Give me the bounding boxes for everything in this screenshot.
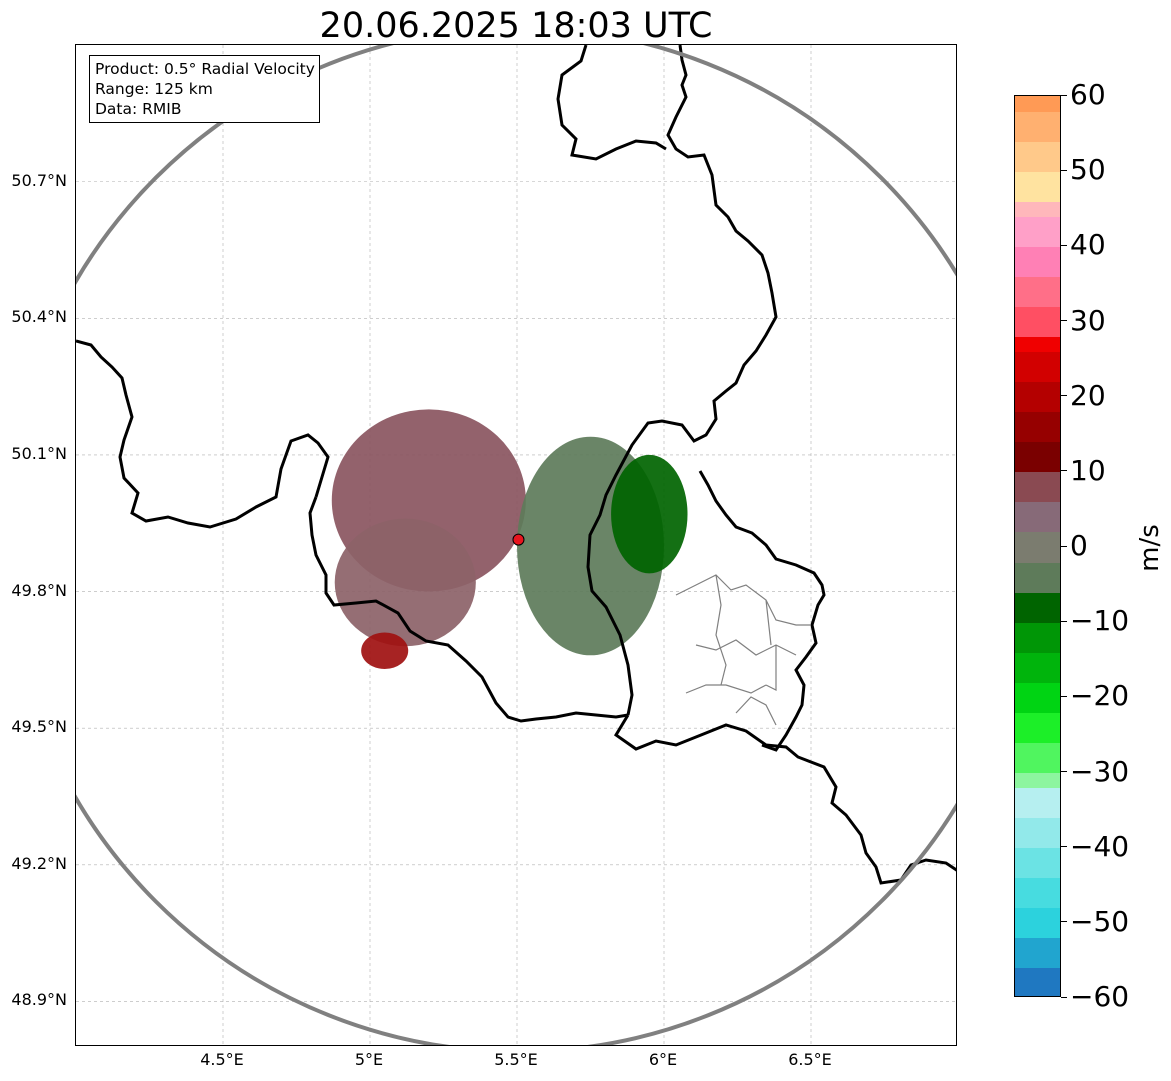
velocity-echo — [611, 454, 688, 574]
colorbar-tick-mark — [1061, 395, 1067, 397]
colorbar-segment — [1015, 937, 1060, 969]
colorbar-segment — [1015, 171, 1060, 202]
colorbar-tick-label: 0 — [1070, 529, 1088, 562]
colorbar-segment — [1015, 877, 1060, 909]
colorbar-segment — [1015, 201, 1060, 217]
colorbar-tick-mark — [1061, 320, 1067, 321]
colorbar-tick-mark — [1061, 169, 1067, 171]
border-luxembourg-france — [698, 470, 826, 752]
lat-tick-label: 50.7°N — [11, 170, 67, 190]
colorbar-segment — [1015, 111, 1060, 142]
colorbar-tick-label: −50 — [1070, 904, 1130, 938]
colorbar-tick-label: 30 — [1070, 303, 1106, 337]
colorbar-tick-mark — [1061, 94, 1067, 96]
colorbar-tick-mark — [1061, 996, 1067, 998]
colorbar-segment — [1015, 276, 1060, 307]
colorbar-tick-label: 40 — [1070, 228, 1106, 262]
colorbar-segment — [1015, 787, 1060, 819]
colorbar-segment — [1015, 501, 1060, 533]
lat-tick-label: 48.9°N — [11, 990, 67, 1010]
colorbar-segment — [1015, 742, 1060, 773]
lat-tick-label: 49.8°N — [11, 580, 67, 600]
radar-range-ring — [76, 45, 956, 1045]
colorbar-segment — [1015, 141, 1060, 172]
lon-tick-label: 4.5°E — [200, 1050, 244, 1069]
colorbar-segment — [1015, 967, 1060, 996]
lon-tick-label: 5.5°E — [494, 1050, 538, 1069]
lat-tick-label: 49.5°N — [11, 717, 67, 737]
range-label: Range: 125 km — [95, 80, 213, 98]
colorbar-tick-label: −60 — [1070, 980, 1130, 1013]
colorbar-segment — [1015, 96, 1060, 112]
colorbar-tick-mark — [1061, 846, 1067, 848]
colorbar-segment — [1015, 411, 1060, 443]
colorbar-segment — [1015, 712, 1060, 743]
map-title: 20.06.2025 18:03 UTC — [319, 6, 713, 46]
colorbar-segment — [1015, 441, 1060, 473]
colorbar-tick-mark — [1061, 620, 1067, 622]
colorbar-tick-label: −40 — [1070, 829, 1130, 863]
colorbar-segment — [1015, 471, 1060, 503]
colorbar-tick-mark — [1061, 921, 1067, 923]
colorbar-tick-mark — [1061, 244, 1067, 246]
product-info-box: Product: 0.5° Radial Velocity Range: 125… — [89, 55, 320, 123]
border-belgium-luxembourg — [308, 496, 629, 723]
border-luxembourg-germany — [586, 45, 778, 716]
colorbar-tick-mark — [1061, 545, 1067, 547]
lat-tick-label: 49.2°N — [11, 853, 67, 873]
colorbar-segment — [1015, 772, 1060, 789]
border-france-belgium-south — [613, 714, 956, 885]
colorbar-tick-label: −20 — [1070, 679, 1130, 713]
colorbar-segment — [1015, 306, 1060, 338]
radar-site-marker[interactable] — [512, 533, 525, 546]
colorbar-tick-mark — [1061, 771, 1067, 772]
colorbar-tick-label: 20 — [1070, 378, 1106, 412]
colorbar-segment — [1015, 682, 1060, 713]
colorbar-tick-label: −30 — [1070, 754, 1130, 788]
colorbar-segment — [1015, 336, 1060, 353]
border-belgium-france — [76, 339, 330, 529]
velocity-echo — [334, 518, 476, 647]
lon-tick-label: 6°E — [648, 1050, 678, 1069]
lon-tick-label: 5°E — [354, 1050, 384, 1069]
lon-tick-label: 6.5°E — [788, 1050, 832, 1069]
colorbar-segment — [1015, 381, 1060, 413]
lat-tick-label: 50.4°N — [11, 307, 67, 327]
colorbar-segment — [1015, 817, 1060, 849]
colorbar-segment — [1015, 652, 1060, 683]
velocity-echo-layer — [331, 409, 688, 669]
velocity-echo — [361, 632, 409, 669]
source-label: Data: RMIB — [95, 100, 182, 118]
lat-tick-label: 50.1°N — [11, 443, 67, 463]
radar-site-dot[interactable] — [512, 533, 525, 546]
colorbar-segment — [1015, 562, 1060, 593]
colorbar-segment — [1015, 216, 1060, 247]
map-canvas — [76, 45, 956, 1045]
product-label: Product: 0.5° Radial Velocity — [95, 60, 315, 78]
colorbar-segment — [1015, 246, 1060, 277]
colorbar-tick-label: −10 — [1070, 604, 1130, 638]
colorbar-segment — [1015, 907, 1060, 939]
colorbar-label: m/s — [1135, 524, 1165, 572]
colorbar-segment — [1015, 592, 1060, 623]
radar-map[interactable] — [75, 44, 957, 1046]
colorbar-segment — [1015, 531, 1060, 563]
colorbar-tick-label: 50 — [1070, 153, 1106, 187]
colorbar-segment — [1015, 351, 1060, 383]
luxembourg-canton-lines — [675, 574, 811, 726]
graticule — [76, 45, 956, 1045]
colorbar-tick-label: 10 — [1070, 453, 1106, 487]
border-germany-netherlands — [556, 45, 667, 161]
colorbar — [1014, 95, 1061, 997]
colorbar-segment — [1015, 622, 1060, 653]
colorbar-tick-mark — [1061, 470, 1067, 472]
colorbar-tick-mark — [1061, 695, 1067, 697]
range-ring-circle — [76, 45, 956, 1045]
colorbar-segment — [1015, 847, 1060, 879]
colorbar-tick-label: 60 — [1070, 78, 1106, 111]
